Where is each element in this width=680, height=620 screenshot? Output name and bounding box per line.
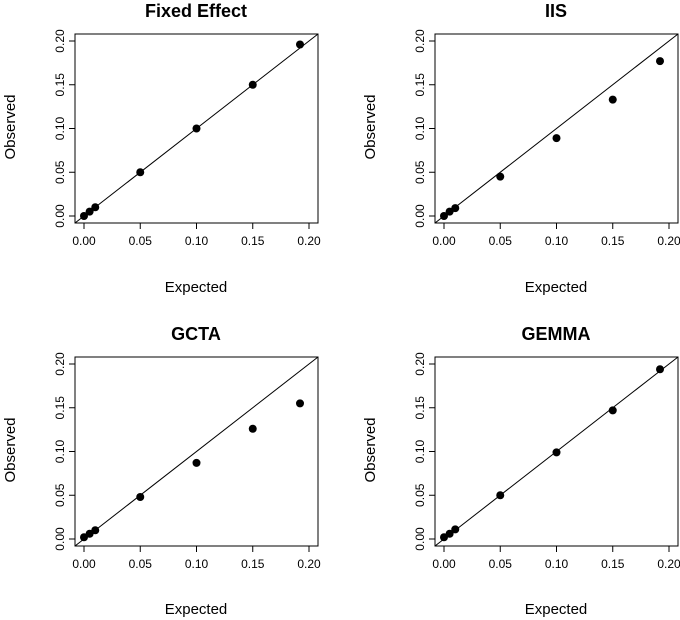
data-point (496, 491, 505, 500)
data-point (296, 399, 304, 408)
x-axis-label: Expected (165, 601, 228, 618)
panel-title: GCTA (171, 324, 221, 344)
x-tick-label: 0.10 (185, 557, 209, 571)
panel-fixed-effect: Fixed Effect Expected Observed 0.00 0.05 0… (2, 1, 321, 296)
y-tick-label: 0.00 (413, 204, 427, 228)
x-tick-label: 0.10 (185, 234, 209, 248)
data-point (451, 204, 460, 213)
y-tick-label: 0.00 (413, 527, 427, 551)
y-axis-label: Observed (2, 94, 19, 159)
panel-title: IIS (545, 1, 567, 21)
x-tick-label: 0.20 (657, 557, 680, 571)
panel-title: GEMMA (522, 324, 591, 344)
y-tick-label: 0.00 (53, 204, 67, 228)
x-tick-label: 0.10 (545, 234, 569, 248)
x-tick-label: 0.10 (545, 557, 569, 571)
x-tick-label: 0.05 (489, 557, 513, 571)
data-point (192, 124, 201, 133)
y-tick-label: 0.05 (413, 483, 427, 507)
data-point (85, 207, 94, 216)
x-tick-label: 0.15 (241, 234, 265, 248)
data-point (552, 134, 561, 143)
x-tick-label: 0.00 (432, 234, 456, 248)
y-tick-label: 0.15 (53, 396, 67, 420)
x-tick-label: 0.05 (129, 557, 153, 571)
data-point (248, 424, 257, 433)
data-point (656, 57, 664, 66)
y-tick-label: 0.10 (413, 439, 427, 463)
reference-line (74, 356, 319, 547)
y-axis-label: Observed (362, 417, 379, 482)
x-tick-label: 0.15 (601, 234, 625, 248)
y-tick-label: 0.20 (413, 352, 427, 376)
x-tick-label: 0.15 (241, 557, 265, 571)
panel-title: Fixed Effect (145, 1, 247, 21)
data-point (656, 365, 664, 374)
x-tick-label: 0.20 (297, 557, 321, 571)
y-tick-label: 0.05 (53, 483, 67, 507)
y-tick-label: 0.20 (53, 29, 67, 53)
y-tick-label: 0.05 (413, 160, 427, 184)
data-point (440, 212, 448, 220)
x-tick-label: 0.20 (297, 234, 321, 248)
x-axis-label: Expected (525, 279, 588, 296)
panel-gcta: GCTA Expected Observed 0.00 0.05 0.10 0.15 0… (2, 324, 321, 618)
y-tick-label: 0.10 (53, 439, 67, 463)
reference-line (434, 33, 679, 224)
data-point (552, 448, 561, 457)
x-axis-label: Expected (165, 279, 228, 296)
data-point (445, 529, 454, 538)
x-tick-label: 0.00 (72, 557, 96, 571)
y-tick-label: 0.15 (53, 73, 67, 97)
x-tick-label: 0.20 (657, 234, 680, 248)
x-tick-label: 0.15 (601, 557, 625, 571)
x-axis-label: Expected (525, 601, 588, 618)
y-tick-label: 0.05 (53, 160, 67, 184)
data-point (91, 203, 100, 212)
data-point (136, 493, 145, 501)
y-tick-label: 0.20 (413, 29, 427, 53)
x-tick-label: 0.05 (129, 234, 153, 248)
data-point (192, 458, 201, 467)
y-tick-label: 0.20 (53, 352, 67, 376)
panel-gemma: GEMMA Expected Observed 0.00 0.05 0.10 0.15… (362, 324, 680, 618)
data-point (136, 168, 145, 177)
y-axis-label: Observed (2, 417, 19, 482)
y-tick-label: 0.15 (413, 73, 427, 97)
x-tick-label: 0.00 (72, 234, 96, 248)
data-point (451, 525, 460, 534)
data-point (91, 526, 100, 535)
y-tick-label: 0.10 (53, 116, 67, 140)
data-point (248, 80, 257, 89)
data-point (496, 172, 505, 181)
x-tick-label: 0.00 (432, 557, 456, 571)
y-tick-label: 0.15 (413, 396, 427, 420)
panel-iis: IIS Expected Observed 0.00 0.05 0.10 0.15 0.… (362, 1, 680, 296)
data-point (296, 40, 304, 49)
data-point (608, 95, 617, 104)
data-point (608, 406, 617, 415)
y-tick-label: 0.10 (413, 116, 427, 140)
x-tick-label: 0.05 (489, 234, 513, 248)
y-axis-label: Observed (362, 94, 379, 159)
y-tick-label: 0.00 (53, 527, 67, 551)
data-point (80, 212, 88, 220)
